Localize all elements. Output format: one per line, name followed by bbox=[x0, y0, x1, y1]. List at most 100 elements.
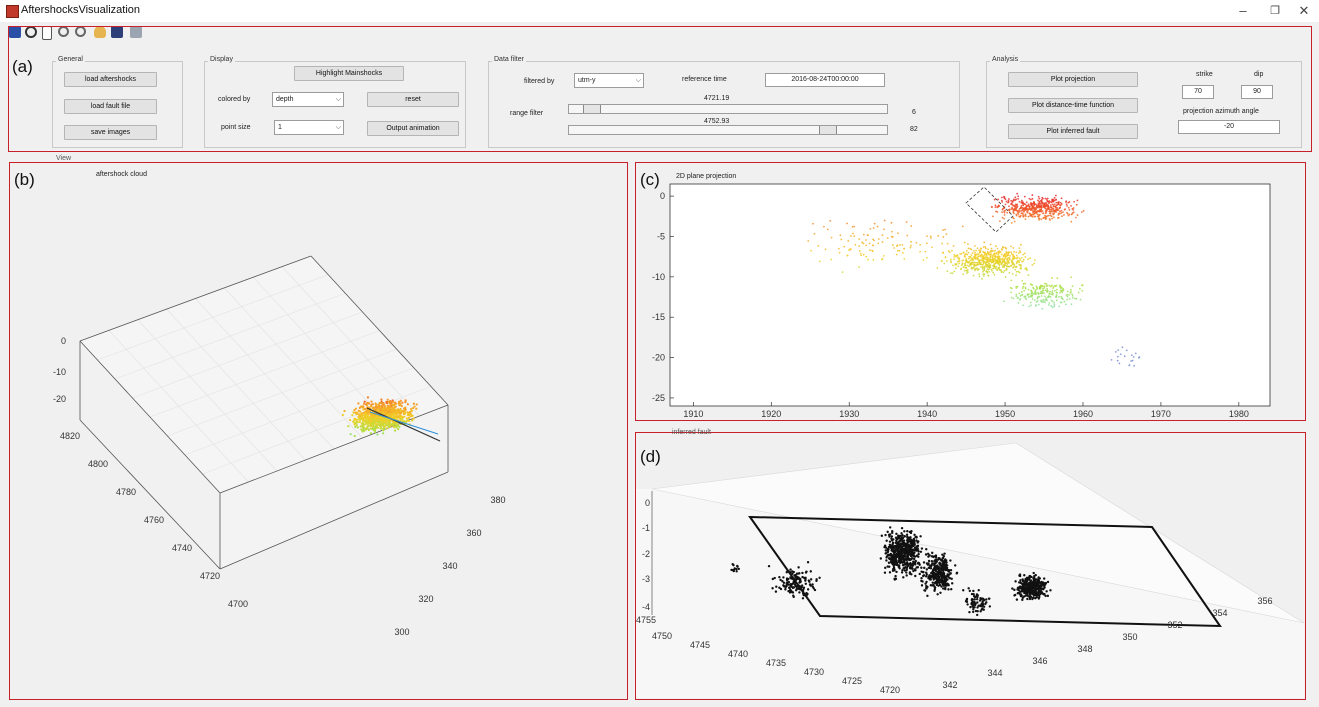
plot-distance-time-button[interactable]: Plot distance-time function bbox=[1008, 98, 1138, 113]
print-icon[interactable] bbox=[130, 26, 142, 38]
plane-projection-plot[interactable]: 0 -5 -10 -15 -20 -25 1910 1920 1930 1940 1950 1960 1… bbox=[636, 163, 1305, 420]
aftershock-point bbox=[378, 424, 382, 427]
projected-point bbox=[1013, 207, 1016, 210]
strike-input[interactable]: 70 bbox=[1182, 85, 1214, 99]
mainshock-trace bbox=[369, 411, 439, 435]
fault-point bbox=[905, 571, 908, 574]
aftershock-point bbox=[403, 415, 406, 418]
fault-point bbox=[944, 565, 947, 568]
projected-point bbox=[1039, 299, 1042, 302]
projected-point bbox=[1007, 252, 1010, 255]
fault-point bbox=[1024, 585, 1027, 588]
fault-point bbox=[885, 555, 889, 558]
aftershock-point bbox=[355, 424, 358, 427]
projected-point bbox=[997, 204, 1000, 207]
pan-icon[interactable] bbox=[94, 26, 106, 38]
fault-point bbox=[888, 533, 892, 536]
reference-time-input[interactable]: 2016-08-24T00:00:00 bbox=[765, 73, 885, 87]
fault-point bbox=[884, 552, 888, 555]
fault-point bbox=[924, 575, 928, 578]
aftershock-point bbox=[370, 403, 374, 406]
filtered-by-select[interactable]: utm-y ⌵ bbox=[574, 73, 644, 88]
azimuth-input[interactable]: -20 bbox=[1178, 120, 1280, 134]
plot-inferred-fault-button[interactable]: Plot inferred fault bbox=[1008, 124, 1138, 139]
aftershock-point bbox=[357, 402, 360, 405]
projected-point bbox=[1081, 284, 1084, 287]
projected-point bbox=[1018, 271, 1021, 274]
fault-point bbox=[767, 564, 771, 568]
fault-point bbox=[893, 569, 896, 572]
projected-point bbox=[1012, 253, 1014, 256]
projected-point bbox=[996, 269, 999, 272]
inferred-fault-title: inferred fault bbox=[672, 429, 711, 436]
projected-point bbox=[1008, 198, 1010, 200]
point-size-select[interactable]: 1 ⌵ bbox=[274, 120, 344, 135]
projected-point bbox=[978, 275, 981, 278]
zoom-in-icon[interactable] bbox=[58, 26, 69, 37]
range-min-slider-thumb[interactable] bbox=[583, 105, 601, 113]
fault-point bbox=[782, 581, 786, 584]
projected-point bbox=[1033, 208, 1036, 211]
reset-button[interactable]: reset bbox=[367, 92, 459, 107]
restore-button[interactable]: ❐ bbox=[1270, 5, 1280, 17]
projected-point bbox=[1001, 248, 1004, 251]
projected-point bbox=[963, 269, 966, 272]
projected-point bbox=[837, 247, 840, 250]
plot-projection-button[interactable]: Plot projection bbox=[1008, 72, 1138, 87]
colored-by-select[interactable]: depth ⌵ bbox=[272, 92, 344, 107]
projected-point bbox=[1015, 206, 1018, 209]
projected-point bbox=[986, 258, 989, 261]
aftershock-point bbox=[395, 413, 398, 416]
load-fault-file-button[interactable]: load fault file bbox=[64, 99, 157, 114]
range-max-slider[interactable] bbox=[568, 125, 888, 135]
projected-point bbox=[977, 255, 980, 258]
projected-point bbox=[942, 252, 944, 254]
projected-point bbox=[1016, 256, 1019, 259]
inferred-fault-plot[interactable]: 0 -1 -2 -3 -4 4755 4750 4745 4740 4735 4730 4725 472… bbox=[636, 433, 1305, 699]
fault-point bbox=[1031, 596, 1035, 600]
projected-point bbox=[1060, 197, 1063, 200]
fault-point bbox=[910, 530, 913, 533]
projected-point bbox=[1052, 287, 1055, 290]
projected-point bbox=[824, 248, 827, 251]
projected-point bbox=[1118, 362, 1121, 365]
data-cursor-icon[interactable] bbox=[111, 26, 123, 38]
close-button[interactable]: ✕ bbox=[1298, 3, 1310, 18]
aftershock-point bbox=[398, 414, 402, 417]
projected-point bbox=[973, 251, 976, 254]
projected-point bbox=[1020, 206, 1022, 209]
projected-point bbox=[994, 249, 996, 252]
projected-point bbox=[985, 254, 987, 256]
figure-toolbar bbox=[0, 22, 1319, 42]
projected-point bbox=[1061, 215, 1063, 218]
projected-point bbox=[919, 250, 921, 253]
fault-point bbox=[940, 585, 943, 588]
zoom-out-icon[interactable] bbox=[75, 26, 86, 37]
projected-point bbox=[1055, 211, 1058, 213]
projected-point bbox=[1029, 198, 1032, 201]
projected-point bbox=[1024, 203, 1027, 206]
projected-point bbox=[1022, 258, 1025, 261]
projected-point bbox=[1023, 208, 1026, 211]
projected-point bbox=[960, 264, 963, 267]
aftershock-cloud-plot[interactable]: 0 -10 -20 4820 4800 4780 4760 4740 4720 4700 300 32… bbox=[10, 163, 627, 699]
save-images-button[interactable]: save images bbox=[64, 125, 157, 140]
save-icon[interactable] bbox=[9, 26, 21, 38]
rotate-icon[interactable] bbox=[25, 26, 37, 38]
range-min-slider[interactable] bbox=[568, 104, 888, 114]
fault-point bbox=[899, 560, 903, 564]
aftershock-point bbox=[401, 401, 404, 404]
dip-input[interactable]: 90 bbox=[1241, 85, 1273, 99]
aftershock-point bbox=[364, 419, 367, 422]
highlight-mainshocks-button[interactable]: Highlight Mainshocks bbox=[294, 66, 404, 81]
aftershock-point bbox=[400, 415, 404, 418]
range-max-slider-thumb[interactable] bbox=[819, 126, 837, 134]
minimize-button[interactable]: – bbox=[1239, 3, 1247, 18]
load-aftershocks-button[interactable]: load aftershocks bbox=[64, 72, 157, 87]
projected-point bbox=[1049, 296, 1052, 298]
aftershock-point bbox=[400, 418, 403, 421]
projected-point bbox=[865, 244, 868, 247]
projected-point bbox=[1038, 202, 1041, 204]
projected-point bbox=[982, 275, 985, 277]
output-animation-button[interactable]: Output animation bbox=[367, 121, 459, 136]
